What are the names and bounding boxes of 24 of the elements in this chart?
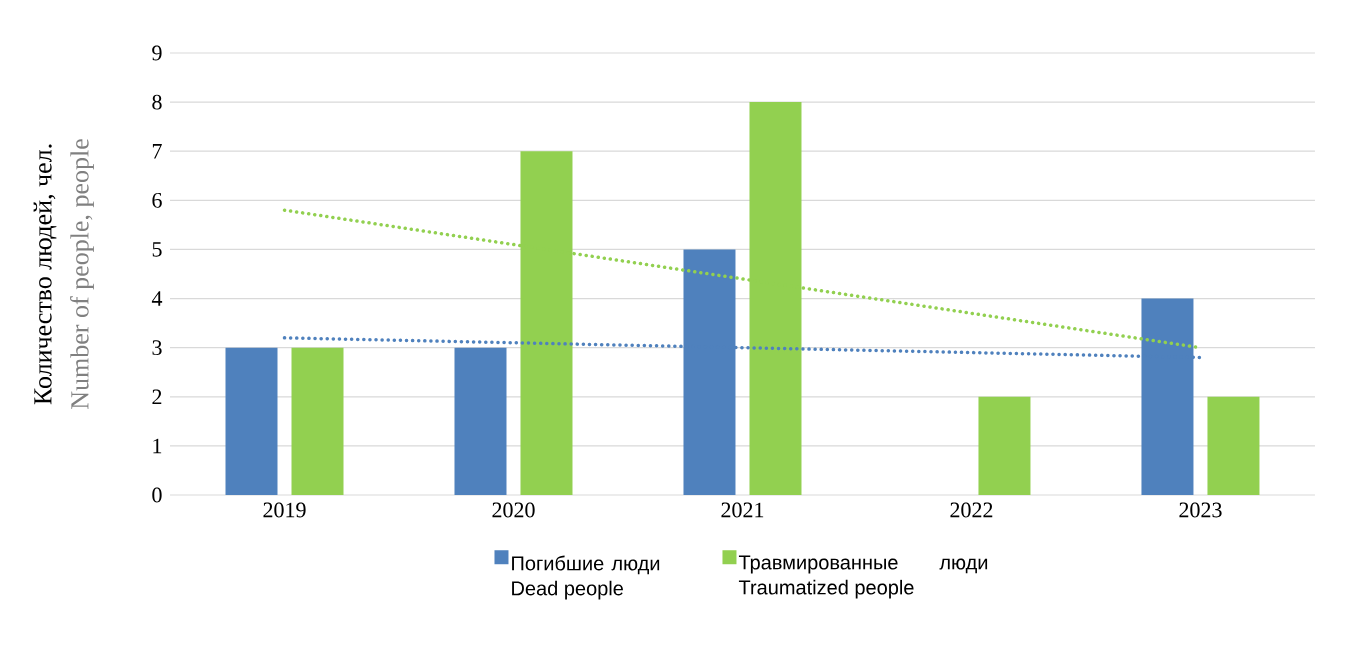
x-tick-label: 2021 — [721, 502, 764, 518]
y-axis-title: Количество людей, чел. — [33, 144, 57, 405]
bar — [454, 347, 507, 495]
y-tick-label: 7 — [152, 144, 162, 159]
legend-label: Травмированные люди Traumatized people — [738, 555, 988, 599]
y-tick-label: 2 — [152, 389, 162, 405]
bar — [978, 396, 1031, 495]
x-tick-label: 2019 — [263, 502, 306, 518]
y-tick-label: 4 — [151, 291, 163, 306]
y-tick-label: 5 — [152, 242, 162, 257]
y-tick-label: 3 — [152, 340, 162, 356]
x-tick-label: 2020 — [492, 502, 535, 518]
y-tick-label: 0 — [152, 487, 162, 503]
legend-label: Погибшие люди Dead people — [512, 555, 660, 600]
bar — [291, 347, 344, 495]
y-tick-label: 9 — [152, 45, 162, 61]
x-tick-label: 2022 — [950, 502, 993, 518]
y-tick-label: 8 — [152, 94, 162, 110]
bar — [1207, 396, 1260, 495]
x-tick-label: 2023 — [1179, 502, 1222, 518]
bar — [225, 347, 278, 495]
text: Number of people, people — [70, 139, 94, 409]
y-tick-label: 6 — [152, 192, 162, 208]
y-tick-label: 1 — [153, 438, 162, 454]
